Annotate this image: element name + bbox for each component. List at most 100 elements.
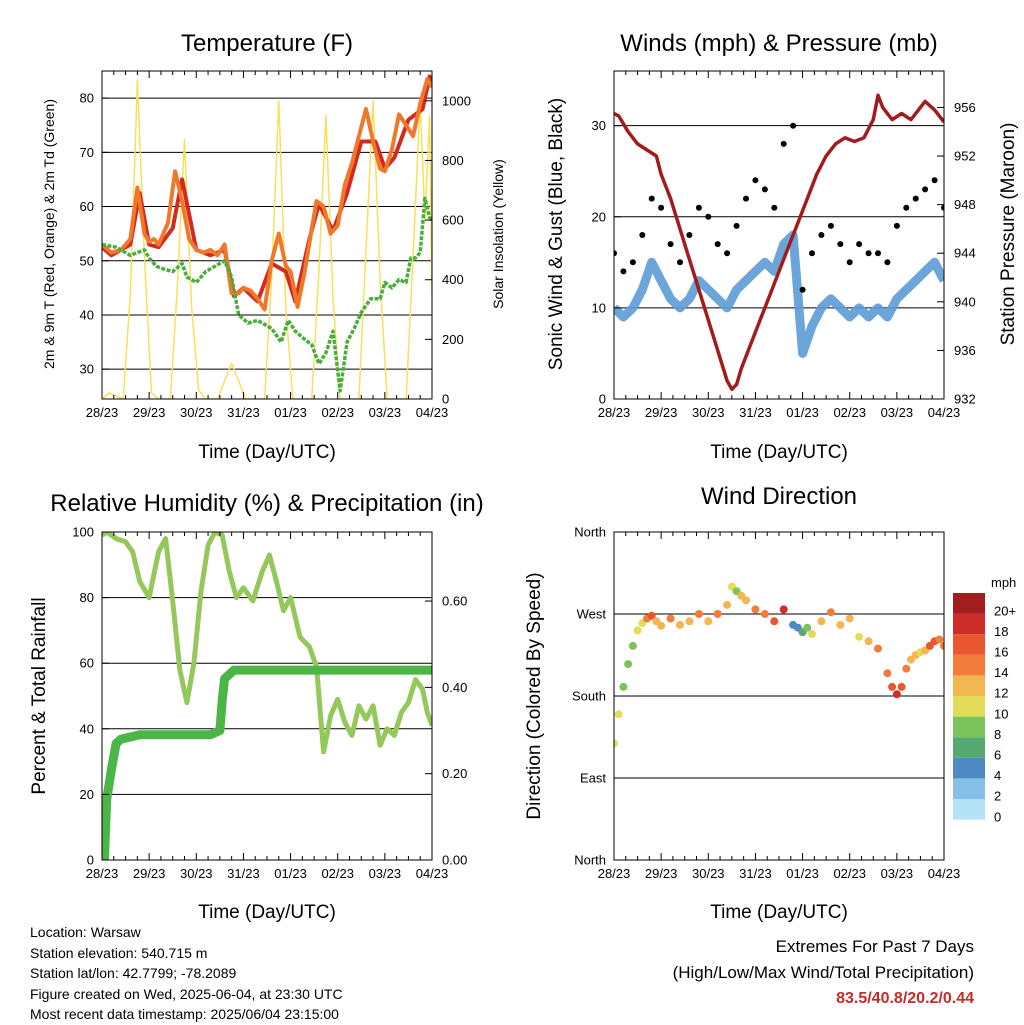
colorbar-label: 0 xyxy=(994,809,1001,824)
gust-point xyxy=(780,140,787,147)
direction-point xyxy=(751,605,760,614)
direction-point xyxy=(624,660,633,669)
extremes-subtitle: (High/Low/Max Wind/Total Precipitation) xyxy=(672,963,974,982)
wind-direction-xlabel: Time (Day/UTC) xyxy=(710,902,848,923)
humidity-xtick-label: 31/23 xyxy=(227,866,260,881)
wind_direction-ytick-label: North xyxy=(574,525,606,540)
temperature-ytick-label: 30 xyxy=(80,362,94,377)
winds-ytick-right-label: 944 xyxy=(954,246,976,261)
direction-point xyxy=(666,614,675,623)
rh-line xyxy=(102,532,432,755)
colorbar-swatch xyxy=(953,634,985,655)
direction-point xyxy=(935,635,944,644)
winds-xtick-label: 30/23 xyxy=(692,405,725,420)
gust-point xyxy=(837,241,844,248)
winds-xtick-label: 28/23 xyxy=(598,405,631,420)
direction-point xyxy=(888,682,897,691)
direction-point xyxy=(836,620,845,629)
colorbar-label: 14 xyxy=(994,665,1008,680)
winds-xtick-label: 03/23 xyxy=(881,405,914,420)
gust-point xyxy=(818,232,825,238)
elevation-text: Station elevation: 540.715 m xyxy=(30,944,208,961)
gust-point xyxy=(714,241,721,248)
wind_direction-xtick-label: 29/23 xyxy=(645,866,678,881)
direction-point xyxy=(883,669,892,678)
direction-point xyxy=(742,596,750,605)
gust-point xyxy=(733,222,740,229)
temperature-ytick-label: 50 xyxy=(80,253,94,268)
colorbar-label: 6 xyxy=(994,748,1001,763)
direction-point xyxy=(619,682,628,691)
humidity-panel: Relative Humidity (%) & Precipitation (i… xyxy=(29,490,484,923)
winds-xtick-label: 31/23 xyxy=(739,405,772,420)
direction-point xyxy=(614,710,623,719)
direction-point xyxy=(845,614,854,623)
direction-point xyxy=(779,605,788,614)
created-text: Figure created on Wed, 2025-06-04, at 23… xyxy=(30,985,343,1002)
humidity-ytick-label: 60 xyxy=(80,656,94,671)
direction-point xyxy=(817,617,826,626)
winds-ytick-right-label: 948 xyxy=(954,197,976,212)
humidity-ylabel: Percent & Total Rainfall xyxy=(29,597,50,794)
colorbar-swatch xyxy=(953,613,985,635)
direction-point xyxy=(803,623,812,632)
solar-line xyxy=(102,79,432,399)
winds-xtick-label: 02/23 xyxy=(833,405,866,420)
humidity-title: Relative Humidity (%) & Precipitation (i… xyxy=(50,490,483,517)
humidity-xtick-label: 02/23 xyxy=(321,866,354,881)
gust-point xyxy=(922,186,929,193)
humidity-ytick-label: 20 xyxy=(80,787,94,802)
gust-point xyxy=(686,232,693,238)
winds-xtick-label: 01/23 xyxy=(786,405,819,420)
gust-point xyxy=(667,241,674,248)
winds-ytick-right-label: 932 xyxy=(954,392,976,407)
humidity-xtick-label: 30/23 xyxy=(180,866,213,881)
direction-point xyxy=(940,641,944,650)
wind_direction-xtick-label: 30/23 xyxy=(692,866,725,881)
temperature-xtick-label: 31/23 xyxy=(227,405,260,420)
direction-point xyxy=(897,682,906,691)
winds-ytick-label: 30 xyxy=(592,118,606,133)
gust-point xyxy=(677,259,683,266)
gust-point xyxy=(865,250,872,257)
humidity-xtick-label: 03/23 xyxy=(369,866,402,881)
temp-2m-line xyxy=(102,74,432,304)
winds-xtick-label: 29/23 xyxy=(645,405,678,420)
humidity-xtick-label: 28/23 xyxy=(86,866,119,881)
winds-ytick-label: 10 xyxy=(592,300,606,315)
colorbar-label: 18 xyxy=(994,624,1008,639)
gust-point xyxy=(648,195,655,202)
humidity-ytick-label: 0 xyxy=(87,853,94,868)
temperature-ytick-label: 60 xyxy=(80,199,94,214)
wind_direction-ytick-label: West xyxy=(577,607,607,622)
colorbar-swatch xyxy=(953,757,985,779)
colorbar-swatch xyxy=(953,799,985,820)
station-info: Location: Warsaw Station elevation: 540.… xyxy=(30,922,343,1025)
wind_direction-ytick-label: South xyxy=(572,689,606,704)
wind_direction-xtick-label: 04/23 xyxy=(928,866,961,881)
gust-point xyxy=(771,204,778,211)
gust-point xyxy=(752,177,759,184)
direction-point xyxy=(704,617,713,626)
temperature-xtick-label: 02/23 xyxy=(321,405,354,420)
direction-point xyxy=(826,608,835,617)
humidity-ytick-label: 80 xyxy=(80,590,94,605)
direction-point xyxy=(808,630,816,638)
dewpoint-line xyxy=(102,196,432,393)
humidity-xtick-label: 04/23 xyxy=(416,866,449,881)
temperature-ytick-right-label: 200 xyxy=(442,332,464,347)
temperature-ytick-right-label: 0 xyxy=(442,392,449,407)
winds-ytick-label: 0 xyxy=(599,392,606,407)
gust-point xyxy=(743,195,749,202)
extremes-values: 83.5/40.8/20.2/0.44 xyxy=(836,990,974,1007)
colorbar-swatch xyxy=(953,593,985,614)
temperature-plot-area xyxy=(102,74,432,399)
recent-data-text: Most recent data timestamp: 2025/06/04 2… xyxy=(30,1006,339,1022)
colorbar-swatch xyxy=(953,716,985,738)
temperature-ytick-label: 70 xyxy=(80,145,94,160)
colorbar-title: mph xyxy=(991,575,1016,590)
gust-point xyxy=(856,241,863,248)
colorbar-swatch xyxy=(953,696,985,717)
temperature-xtick-label: 04/23 xyxy=(416,405,449,420)
